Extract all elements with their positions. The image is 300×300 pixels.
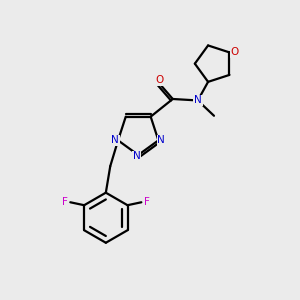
Text: F: F <box>144 197 150 207</box>
Text: O: O <box>231 47 239 57</box>
Text: N: N <box>133 152 141 161</box>
Text: N: N <box>111 135 119 146</box>
Text: N: N <box>194 95 202 106</box>
Text: F: F <box>62 197 68 207</box>
Text: O: O <box>155 75 164 85</box>
Text: N: N <box>158 135 165 146</box>
